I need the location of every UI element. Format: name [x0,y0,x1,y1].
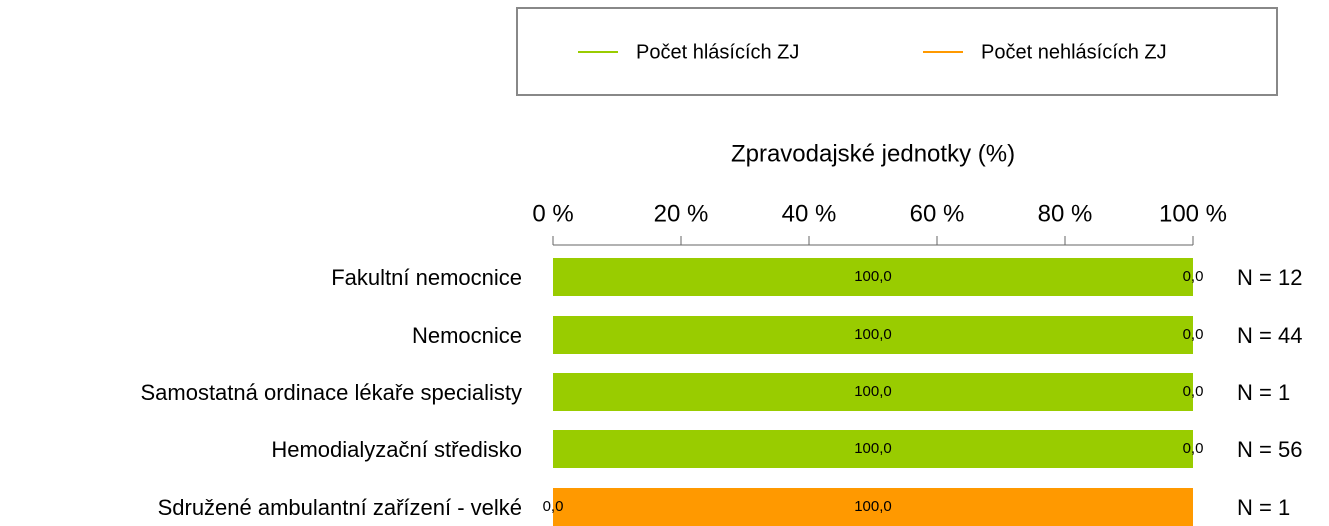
category-label: Hemodialyzační středisko [271,437,522,462]
value-label: 100,0 [854,326,892,343]
value-label: 0,0 [543,498,564,515]
value-label: 0,0 [1183,326,1204,343]
bar-segment [553,373,1193,411]
bar-segment [553,430,1193,468]
value-label: 100,0 [854,440,892,457]
bar-segment [553,316,1193,354]
value-label: 0,0 [1183,440,1204,457]
bar-segment [553,488,1193,526]
value-label: 0,0 [1183,383,1204,400]
x-tick-label: 0 % [532,200,573,227]
n-label: N = 56 [1237,437,1302,462]
x-tick-label: 80 % [1038,200,1093,227]
n-label: N = 1 [1237,380,1290,405]
n-label: N = 44 [1237,323,1302,348]
category-label: Samostatná ordinace lékaře specialisty [140,380,522,405]
legend-label: Počet nehlásících ZJ [981,41,1167,63]
x-tick-label: 20 % [654,200,709,227]
value-label: 100,0 [854,383,892,400]
category-label: Sdružené ambulantní zařízení - velké [158,495,522,520]
legend-box [516,7,1278,96]
x-tick-label: 100 % [1159,200,1227,227]
x-tick-label: 60 % [910,200,965,227]
x-tick-label: 40 % [782,200,837,227]
value-label: 100,0 [854,498,892,515]
bar-segment [553,258,1193,296]
n-label: N = 12 [1237,265,1302,290]
value-label: 0,0 [1183,268,1204,285]
category-label: Nemocnice [412,323,522,348]
n-label: N = 1 [1237,495,1290,520]
legend-label: Počet hlásících ZJ [636,41,799,63]
axis-title: Zpravodajské jednotky (%) [731,140,1015,167]
value-label: 100,0 [854,268,892,285]
category-label: Fakultní nemocnice [331,265,522,290]
